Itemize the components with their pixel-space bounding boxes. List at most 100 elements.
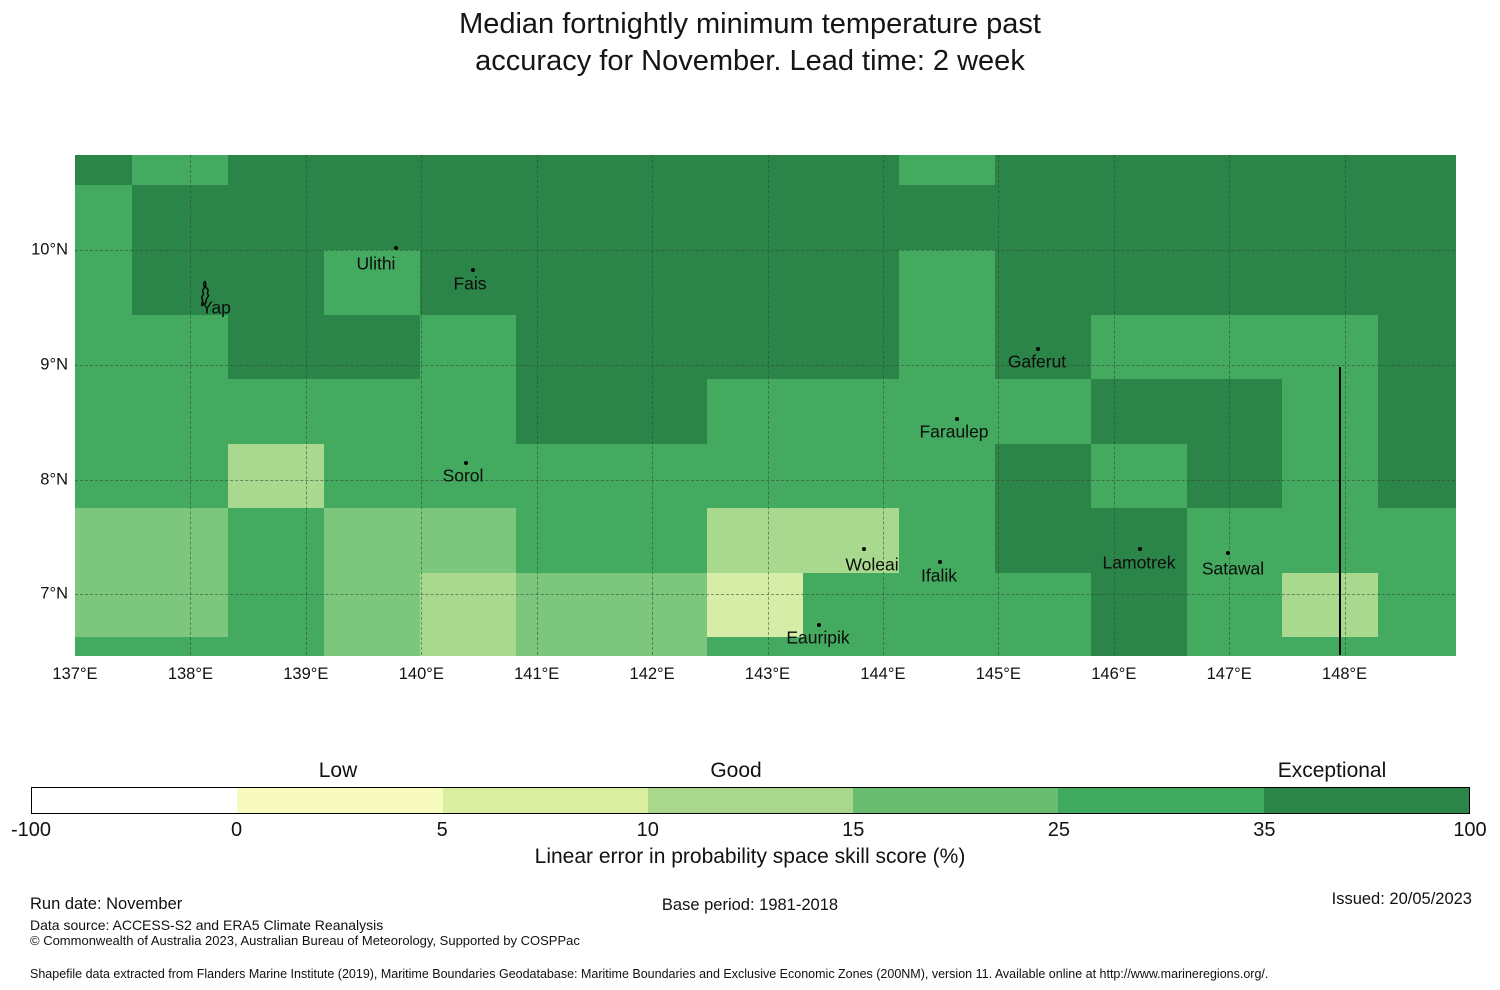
island-label: Yap (201, 297, 231, 318)
colorbar-tick-label: 0 (231, 819, 243, 841)
heatmap-cell (419, 508, 517, 574)
heatmap-cell (1090, 572, 1188, 638)
heatmap-cell (707, 637, 804, 656)
island-label: Eauripik (786, 627, 850, 648)
heatmap-cell (1090, 250, 1188, 316)
run-date-text: Run date: November (30, 895, 183, 913)
island-label: Satawal (1201, 558, 1265, 579)
heatmap-cell (707, 572, 804, 638)
grid-line-horizontal (75, 594, 1455, 595)
heatmap-cell (75, 250, 133, 316)
heatmap-cell (611, 637, 708, 656)
colorbar-segment (1058, 788, 1264, 813)
heatmap-cell (75, 379, 133, 445)
grid-line-vertical (536, 155, 538, 655)
grid-line-vertical (1229, 155, 1231, 655)
base-period-text: Base period: 1981-2018 (661, 896, 839, 914)
heatmap-cell (994, 379, 1092, 445)
heatmap-cell (419, 637, 517, 656)
heatmap-cell (1282, 250, 1379, 316)
heatmap-cell (1090, 443, 1188, 509)
heatmap-cell (994, 185, 1092, 251)
heatmap-cell (75, 314, 133, 380)
heatmap-cell (515, 508, 613, 574)
heatmap-cell (228, 637, 325, 656)
heatmap-cell (324, 508, 421, 574)
y-tick-label: 9°N (40, 355, 68, 374)
heatmap-cell (899, 314, 996, 380)
colorbar-zone-label: Good (710, 759, 762, 782)
heatmap-cell (994, 637, 1092, 656)
heatmap-cell (419, 443, 517, 509)
heatmap-cell (1186, 508, 1283, 574)
data-source-text: Data source: ACCESS-S2 and ERA5 Climate … (30, 917, 384, 933)
heatmap-cell (899, 185, 996, 251)
heatmap-cell (611, 314, 708, 380)
heatmap-cell (132, 314, 229, 380)
island-marker-dot (464, 461, 468, 465)
grid-line-horizontal (75, 365, 1455, 366)
heatmap-cell (419, 379, 517, 445)
heatmap-cell (899, 637, 996, 656)
heatmap-cell (228, 155, 325, 186)
colorbar-tick-label: 15 (842, 819, 865, 841)
heatmap-cell (228, 314, 325, 380)
heatmap-cell (899, 572, 996, 638)
x-tick-label: 141°E (514, 665, 560, 683)
island-marker-dot (1036, 347, 1040, 351)
colorbar-segment (1263, 788, 1469, 813)
chart-title-line1: Median fortnightly minimum temperature p… (459, 8, 1041, 40)
x-tick-label: 137°E (52, 665, 98, 683)
heatmap-cell (1378, 637, 1456, 656)
heatmap-cell (1186, 637, 1283, 656)
heatmap-cell (228, 508, 325, 574)
colorbar-segment (647, 788, 854, 813)
heatmap-cell (324, 314, 421, 380)
heatmap-cell (803, 443, 900, 509)
island-marker-dot (1138, 547, 1142, 551)
heatmap-cell (1090, 314, 1188, 380)
heatmap-cell (899, 250, 996, 316)
heatmap-cell (1186, 443, 1283, 509)
x-tick-label: 148°E (1322, 665, 1368, 683)
heatmap-cell (1378, 379, 1456, 445)
colorbar-tick-label: 35 (1253, 819, 1276, 841)
heatmap-cell (515, 250, 613, 316)
x-tick-label: 143°E (744, 665, 791, 683)
colorbar-tick-label: 25 (1047, 819, 1070, 841)
heatmap-cell (1378, 443, 1456, 509)
heatmap-cell (803, 379, 900, 445)
colorbar (31, 787, 1470, 814)
heatmap-cell (1186, 314, 1283, 380)
heatmap-cell (419, 314, 517, 380)
island-marker-dot (394, 246, 398, 250)
island-outline-marker (197, 280, 213, 312)
heatmap-cell (515, 155, 613, 186)
grid-line-vertical (767, 155, 769, 655)
grid-line-vertical (421, 155, 423, 655)
island-label: Gaferut (1007, 351, 1067, 372)
heatmap-cell (1282, 185, 1379, 251)
heatmap-cell (1282, 379, 1379, 445)
grid-line-vertical (652, 155, 654, 655)
heatmap-cell (324, 250, 421, 316)
colorbar-tick-label: 5 (436, 819, 448, 841)
heatmap-cell (228, 185, 325, 251)
heatmap-cell (803, 314, 900, 380)
heatmap-cell (707, 443, 804, 509)
x-tick-label: 142°E (629, 665, 675, 683)
heatmap-cell (515, 572, 613, 638)
heatmap-canvas: Yap Ulithi Fais Sorol Gaferut Faraulep Woleai I… (75, 155, 1456, 656)
heatmap-cell (1282, 572, 1379, 638)
heatmap-cell (228, 572, 325, 638)
heatmap-cell (1282, 637, 1379, 656)
heatmap-cell (132, 250, 229, 316)
x-tick-label: 146°E (1091, 665, 1137, 683)
heatmap-cell (994, 250, 1092, 316)
heatmap-cell (899, 379, 996, 445)
heatmap-cell (515, 443, 613, 509)
heatmap-cell (132, 185, 229, 251)
heatmap-cell (324, 155, 421, 186)
heatmap-cell (324, 185, 421, 251)
heatmap-cell (994, 314, 1092, 380)
